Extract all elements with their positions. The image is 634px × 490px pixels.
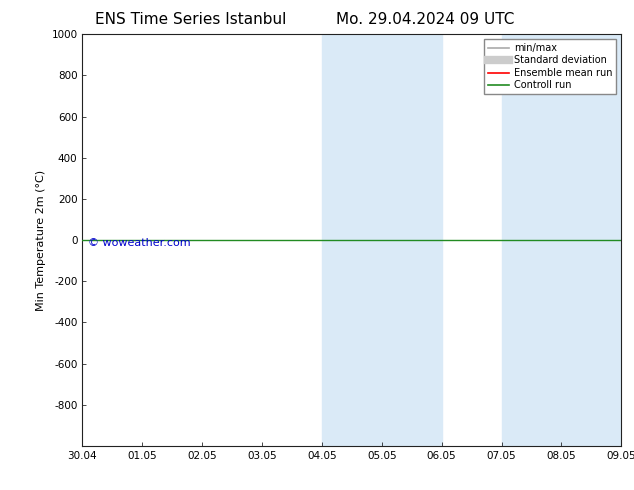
Text: ENS Time Series Istanbul: ENS Time Series Istanbul <box>94 12 286 27</box>
Legend: min/max, Standard deviation, Ensemble mean run, Controll run: min/max, Standard deviation, Ensemble me… <box>484 39 616 94</box>
Text: © woweather.com: © woweather.com <box>87 238 190 248</box>
Bar <box>562 34 621 446</box>
Bar <box>382 34 442 446</box>
Bar <box>322 34 382 446</box>
Y-axis label: Min Temperature 2m (°C): Min Temperature 2m (°C) <box>36 170 46 311</box>
Text: Mo. 29.04.2024 09 UTC: Mo. 29.04.2024 09 UTC <box>335 12 514 27</box>
Bar <box>501 34 562 446</box>
